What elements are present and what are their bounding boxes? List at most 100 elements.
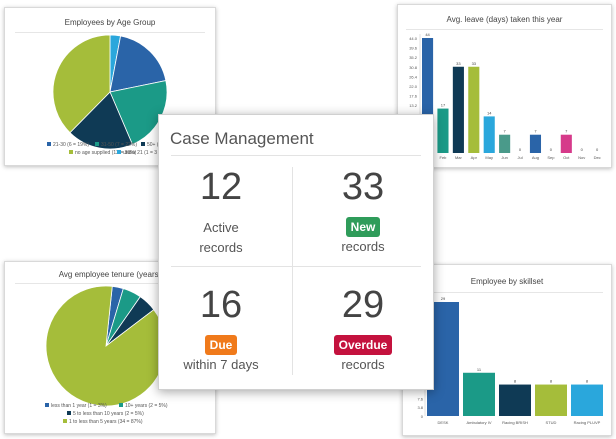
leave-bar-label-7: 7: [534, 129, 537, 134]
skillset-chart-card: Employee by skillset 297.63.8029DESK11Am…: [402, 264, 612, 436]
leave-xtick-10: Nov: [578, 155, 585, 160]
skill-bar-4[interactable]: [571, 384, 603, 416]
legend-label-1[interactable]: 10+ years (2 = 5%): [125, 403, 168, 409]
leave-ytick-3: 30.8: [409, 65, 418, 70]
skill-ytick-13: 0: [421, 414, 424, 419]
leave-bar-label-8: 0: [550, 147, 553, 152]
leave-xtick-8: Sep: [547, 155, 555, 160]
leave-bar-label-2: 33: [456, 61, 461, 66]
leave-bar-label-10: 0: [581, 147, 584, 152]
due-records-count: 16: [199, 284, 243, 326]
leave-xtick-2: Mar: [455, 155, 463, 160]
tenure-chart-title: Avg employee tenure (years): [58, 270, 162, 279]
leave-bar-7[interactable]: [529, 134, 542, 153]
pie-slice-3[interactable]: [69, 91, 133, 150]
leave-bar-label-9: 7: [565, 129, 568, 134]
leave-bar-label-0: 44: [425, 32, 430, 37]
pie-slice-1[interactable]: [109, 35, 167, 93]
legend-swatch-2: [141, 142, 145, 146]
leave-bar-label-4: 14: [487, 110, 492, 115]
active-records-label: records: [199, 240, 243, 255]
skill-bar-label-4: 8: [586, 379, 589, 384]
due-badge: Due: [204, 335, 238, 355]
legend-label-0[interactable]: less than 1 year (1 = 3%): [51, 403, 107, 409]
active-label: Active: [203, 220, 239, 235]
tenure-pie: less than 1 year (1 = 3%) 10+ years (2 = …: [45, 285, 168, 425]
leave-bar-label-6: 0: [519, 147, 522, 152]
case-management-card: Case Management 12 Active records 33 New…: [158, 114, 434, 390]
legend-swatch-0: [45, 403, 49, 407]
leave-ytick-6: 17.6: [409, 94, 418, 99]
leave-ytick-7: 13.2: [409, 103, 418, 108]
legend-label-3[interactable]: 1 to less than 5 years (34 = 87%): [69, 419, 143, 425]
age-group-chart-card: Employees by Age Group 21-30 (6 = 19%) 31…: [4, 7, 216, 166]
leave-xtick-5: Jun: [501, 155, 507, 160]
skill-ytick-12: 3.8: [417, 405, 423, 410]
active-records-count: 12: [199, 166, 243, 208]
leave-ytick-1: 39.6: [409, 46, 418, 51]
legend-label-4[interactable]: under 21 (1 = 3: [123, 150, 157, 156]
legend-swatch-4: [117, 150, 121, 154]
new-records-count: 33: [341, 166, 385, 208]
leave-ytick-0: 44.0: [409, 36, 418, 41]
skill-xtick-2: Racing BRISH: [502, 420, 528, 425]
overdue-records-tile[interactable]: 29 Overdue records: [303, 285, 423, 375]
overdue-badge: Overdue: [333, 335, 393, 355]
leave-bar-chart: 44.0 39.6 35.2 30.8 26.4 22.0 17.6 13.2 44 17 Feb 3…: [409, 32, 601, 160]
legend-swatch-3: [63, 419, 67, 423]
skill-xtick-4: Racing PLUVP: [574, 420, 601, 425]
leave-bar-3[interactable]: [468, 66, 480, 153]
age-group-chart-title: Employees by Age Group: [64, 18, 156, 27]
leave-bar-1[interactable]: [437, 108, 449, 153]
active-records-tile[interactable]: 12 Active records: [161, 167, 281, 258]
leave-bar-label-5: 7: [504, 129, 507, 134]
skill-bar-label-1: 11: [477, 367, 482, 372]
skill-bar-2[interactable]: [499, 384, 531, 416]
skill-bar-label-0: 29: [441, 296, 446, 301]
due-records-label: within 7 days: [183, 357, 259, 372]
leave-xtick-9: Oct: [563, 155, 570, 160]
leave-bar-9[interactable]: [560, 134, 572, 153]
skill-xtick-3: STUD: [546, 420, 557, 425]
overdue-records-count: 29: [341, 284, 385, 326]
new-badge: New: [345, 217, 381, 237]
legend-swatch-1: [119, 403, 123, 407]
legend-label-2[interactable]: 5 to less than 10 years (2 = 5%): [73, 411, 144, 417]
legend-swatch-2: [67, 411, 71, 415]
leave-xtick-7: Aug: [532, 155, 539, 160]
leave-ytick-2: 35.2: [409, 55, 418, 60]
leave-xtick-6: Jul: [517, 155, 522, 160]
leave-bar-5[interactable]: [499, 134, 511, 153]
leave-bar-label-11: 0: [596, 147, 599, 152]
legend-label-1[interactable]: 31-50 (7 = 22%): [101, 142, 137, 148]
case-management-title: Case Management: [170, 129, 314, 148]
leave-bar-0[interactable]: [422, 38, 434, 153]
leave-bar-2[interactable]: [452, 66, 464, 153]
skill-ytick-11: 7.6: [417, 396, 423, 401]
skill-bar-1[interactable]: [463, 372, 495, 416]
leave-chart-title: Avg. leave (days) taken this year: [446, 15, 563, 24]
skill-bar-label-3: 8: [550, 379, 553, 384]
leave-xtick-1: Feb: [440, 155, 448, 160]
new-records-tile[interactable]: 33 New records: [303, 167, 423, 257]
skill-bar-3[interactable]: [535, 384, 567, 416]
leave-xtick-3: Apr: [471, 155, 478, 160]
due-records-tile[interactable]: 16 Due within 7 days: [161, 285, 281, 375]
legend-label-3[interactable]: no age supplied (12 = 38%): [75, 150, 137, 156]
legend-swatch-1: [95, 142, 99, 146]
legend-label-0[interactable]: 21-30 (6 = 19%): [53, 142, 89, 148]
skill-xtick-1: Ambulatory IV: [466, 420, 491, 425]
leave-xtick-11: Dec: [594, 155, 601, 160]
leave-ytick-5: 22.0: [409, 84, 418, 89]
pie-slice-4[interactable]: [52, 34, 111, 134]
overdue-records-label: records: [341, 357, 385, 372]
legend-swatch-0: [47, 142, 51, 146]
skill-bar-label-2: 8: [514, 379, 517, 384]
age-group-pie: 21-30 (6 = 19%)31-50 (7 = 22%)50+ (6 = 1…: [47, 34, 170, 156]
legend-swatch-3: [69, 150, 73, 154]
leave-xtick-4: May: [485, 155, 493, 160]
leave-ytick-4: 26.4: [409, 74, 418, 79]
leave-bar-label-3: 33: [472, 61, 477, 66]
leave-bar-4[interactable]: [483, 116, 495, 153]
